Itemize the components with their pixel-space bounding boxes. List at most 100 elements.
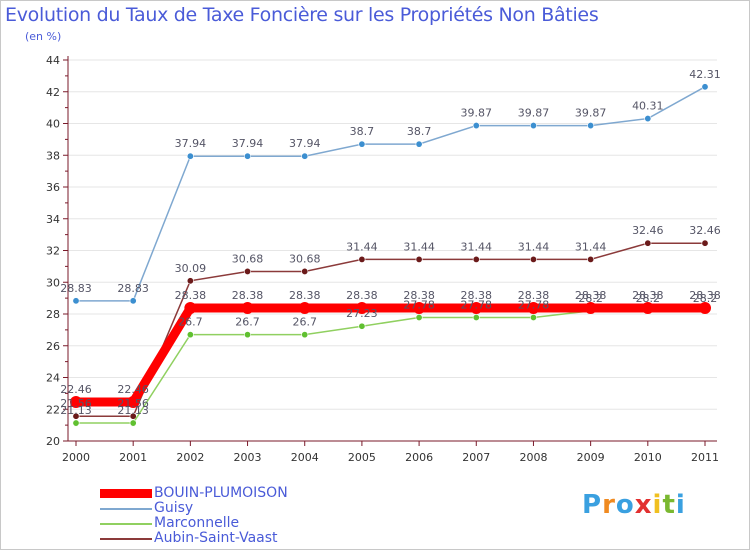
legend-swatch (100, 537, 152, 540)
data-label: 31.44 (575, 240, 607, 253)
y-tick-label: 20 (46, 435, 60, 448)
data-label: 27.78 (403, 298, 435, 311)
data-point (415, 313, 423, 321)
data-label: 28.38 (289, 289, 321, 302)
data-point (415, 140, 423, 148)
data-point (699, 301, 711, 314)
x-tick-label: 2009 (577, 451, 605, 464)
data-label: 28.38 (403, 289, 435, 302)
data-label: 32.46 (632, 224, 664, 237)
data-point (472, 255, 480, 263)
data-label: 31.44 (518, 240, 550, 253)
data-label: 37.94 (232, 137, 264, 150)
data-label: 37.94 (289, 137, 321, 150)
data-point (244, 267, 252, 275)
data-point (529, 313, 537, 321)
data-label: 28.2 (578, 292, 603, 305)
data-label: 30.09 (175, 262, 207, 275)
unit-label: (en %) (25, 30, 62, 43)
data-label: 28.83 (117, 282, 149, 295)
data-point (358, 140, 366, 148)
y-tick-label: 32 (46, 245, 60, 258)
series-line-guisy (76, 86, 706, 302)
data-point (701, 239, 709, 247)
data-point (72, 412, 80, 420)
y-tick-label: 38 (46, 149, 60, 162)
data-point (298, 301, 311, 314)
y-tick-label: 34 (46, 213, 60, 226)
data-label: 39.87 (518, 107, 550, 120)
series-line-aubin-saint-vaast (76, 242, 705, 417)
data-point (244, 331, 252, 339)
data-point (244, 152, 252, 160)
x-tick-label: 2010 (634, 451, 662, 464)
data-label: 28.83 (60, 282, 92, 295)
data-label: 21.13 (117, 404, 149, 417)
data-label: 28.38 (689, 289, 721, 302)
data-point (186, 331, 194, 339)
x-tick-label: 2005 (348, 451, 376, 464)
legend-label: Guisy (154, 500, 194, 516)
data-label: 21.13 (60, 404, 92, 417)
data-label: 42.31 (689, 68, 721, 81)
data-label: 32.46 (689, 224, 721, 237)
logo-letter: r (602, 490, 616, 520)
data-point (301, 331, 309, 339)
legend-label: Marconnelle (154, 515, 240, 531)
data-point (301, 152, 309, 160)
data-label: 28.38 (346, 289, 378, 302)
data-label: 22.46 (60, 383, 92, 396)
data-point (644, 239, 652, 247)
data-point (415, 255, 423, 263)
data-point (129, 419, 137, 427)
data-point (470, 301, 483, 314)
data-point (529, 122, 537, 130)
data-label: 37.94 (175, 137, 207, 150)
data-point (527, 301, 540, 314)
data-point (587, 122, 595, 130)
data-point (701, 83, 709, 91)
x-tick-label: 2006 (405, 451, 433, 464)
proxiti-logo: Proxiti (582, 490, 686, 520)
data-point (301, 267, 309, 275)
y-tick-label: 22 (46, 403, 60, 416)
chart-title: Evolution du Taux de Taxe Foncière sur l… (5, 4, 599, 26)
data-point (587, 255, 595, 263)
legend-swatch (100, 507, 152, 510)
legend-item: Marconnelle (100, 516, 288, 531)
data-label: 28.38 (461, 289, 493, 302)
data-label: 31.44 (461, 240, 493, 253)
legend-label: Aubin-Saint-Vaast (154, 530, 278, 546)
data-label: 40.31 (632, 100, 664, 113)
y-tick-label: 30 (46, 276, 60, 289)
data-label: 27.78 (461, 298, 493, 311)
data-point (70, 395, 82, 408)
y-tick-label: 24 (46, 372, 60, 385)
data-point (186, 277, 194, 285)
data-point (184, 301, 197, 314)
data-label: 28.38 (518, 289, 550, 302)
data-label: 27.23 (346, 307, 378, 320)
series-line-bouin-plumoison (76, 303, 705, 407)
y-tick-label: 40 (46, 118, 60, 131)
data-label: 39.87 (575, 107, 607, 120)
x-tick-label: 2000 (62, 451, 90, 464)
data-label: 21.56 (117, 397, 149, 410)
data-label: 31.44 (403, 240, 435, 253)
data-label: 31.44 (346, 240, 378, 253)
logo-letter: i (652, 490, 663, 520)
data-label: 30.68 (289, 252, 321, 265)
x-tick-label: 2003 (234, 451, 262, 464)
legend: BOUIN-PLUMOISON Guisy Marconnelle Aubin-Sai… (100, 486, 288, 546)
data-label: 28.38 (232, 289, 264, 302)
data-point (129, 412, 137, 420)
data-label: 28.2 (636, 292, 661, 305)
data-point (186, 152, 194, 160)
legend-label: BOUIN-PLUMOISON (154, 485, 288, 501)
logo-letter: t (662, 490, 676, 520)
data-point (127, 395, 140, 408)
data-label: 39.87 (461, 107, 493, 120)
data-point (472, 313, 480, 321)
y-tick-label: 26 (46, 340, 60, 353)
